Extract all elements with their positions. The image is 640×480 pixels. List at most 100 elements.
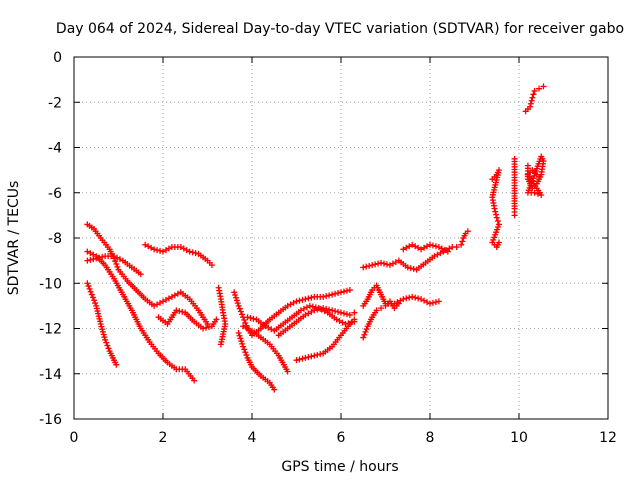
y-tick-label: -8 [48, 231, 62, 247]
data-series-2 [84, 248, 198, 384]
data-point [335, 290, 342, 297]
data-point [91, 297, 98, 304]
data-series-20 [522, 83, 547, 199]
data-point [375, 260, 382, 267]
data-point [540, 83, 547, 90]
data-point [329, 291, 336, 298]
data-point [86, 285, 93, 292]
data-point [415, 295, 422, 302]
data-point [432, 299, 439, 306]
data-point [329, 307, 336, 314]
data-point [343, 311, 350, 318]
data-point [340, 288, 347, 295]
data-point [293, 357, 300, 364]
data-point [528, 97, 535, 104]
x-tick-label: 6 [337, 430, 346, 446]
data-point [404, 264, 411, 271]
data-series-16 [360, 282, 442, 309]
data-point [242, 319, 249, 326]
data-series-1 [84, 221, 211, 327]
data-point [323, 305, 330, 312]
data-point [90, 256, 97, 263]
data-point [305, 354, 312, 361]
data-point [361, 331, 368, 338]
data-point [335, 308, 342, 315]
data-point [323, 293, 330, 300]
y-tick-label: -4 [48, 141, 62, 157]
y-ticks: 0 -2 -4 -6 -8 -10 -12 -14 -16 [39, 50, 608, 428]
data-point [495, 239, 502, 246]
data-point [114, 263, 121, 270]
data-point [311, 307, 318, 314]
data-point [351, 316, 358, 323]
data-series-6 [155, 307, 220, 332]
data-point [309, 303, 316, 310]
data-point [529, 94, 536, 101]
x-tick-label: 4 [248, 430, 257, 446]
data-point [530, 91, 537, 98]
data-point [360, 264, 367, 271]
data-point [242, 349, 249, 356]
data-point [113, 361, 120, 368]
data-point [87, 256, 94, 263]
data-point [103, 339, 110, 346]
data-series-19 [489, 155, 518, 251]
y-tick-label: -14 [39, 367, 62, 383]
data-point [363, 263, 370, 270]
data-point [444, 248, 451, 255]
data-point [191, 377, 198, 384]
data-point [232, 294, 239, 301]
data-point [92, 300, 99, 307]
data-point [84, 280, 91, 287]
data-point [531, 87, 538, 94]
data-point [338, 289, 344, 296]
data-point [200, 325, 207, 332]
data-point [410, 265, 417, 272]
data-point [351, 309, 358, 316]
data-point [427, 241, 433, 248]
data-point [208, 262, 215, 269]
data-point [137, 271, 144, 278]
data-point [308, 294, 315, 301]
data-series-18 [458, 228, 471, 248]
data-point [320, 305, 327, 312]
data-point [302, 354, 309, 361]
data-point [233, 297, 240, 304]
data-point [403, 295, 410, 302]
data-point [293, 298, 300, 305]
data-point [240, 343, 247, 350]
data-point [232, 292, 239, 299]
data-point [87, 288, 94, 295]
x-tick-label: 0 [70, 430, 79, 446]
data-point [89, 294, 96, 301]
data-point [362, 328, 369, 335]
data-point [373, 307, 380, 314]
data-point [157, 247, 164, 254]
data-point [314, 351, 321, 358]
data-point [205, 323, 212, 330]
data-point [492, 208, 499, 215]
data-point [241, 346, 248, 353]
data-point [346, 311, 353, 318]
data-point [99, 253, 106, 260]
data-point [406, 294, 413, 301]
data-point [340, 310, 347, 317]
data-series-12 [275, 305, 358, 339]
data-point [176, 308, 183, 315]
data-point [311, 352, 318, 359]
data-point [241, 317, 248, 324]
y-axis-label: SDTVAR / TECUs [6, 181, 22, 296]
data-point [531, 189, 538, 196]
data-point [247, 314, 254, 321]
data-point [338, 309, 344, 316]
data-point [236, 305, 243, 312]
data-point [173, 307, 180, 314]
data-point [317, 351, 324, 358]
data-point [435, 298, 442, 305]
data-point [299, 296, 306, 303]
data-series-17 [360, 298, 402, 341]
data-series-13 [293, 316, 358, 364]
data-point [250, 315, 257, 322]
data-point [536, 173, 543, 180]
data-point [372, 261, 379, 268]
